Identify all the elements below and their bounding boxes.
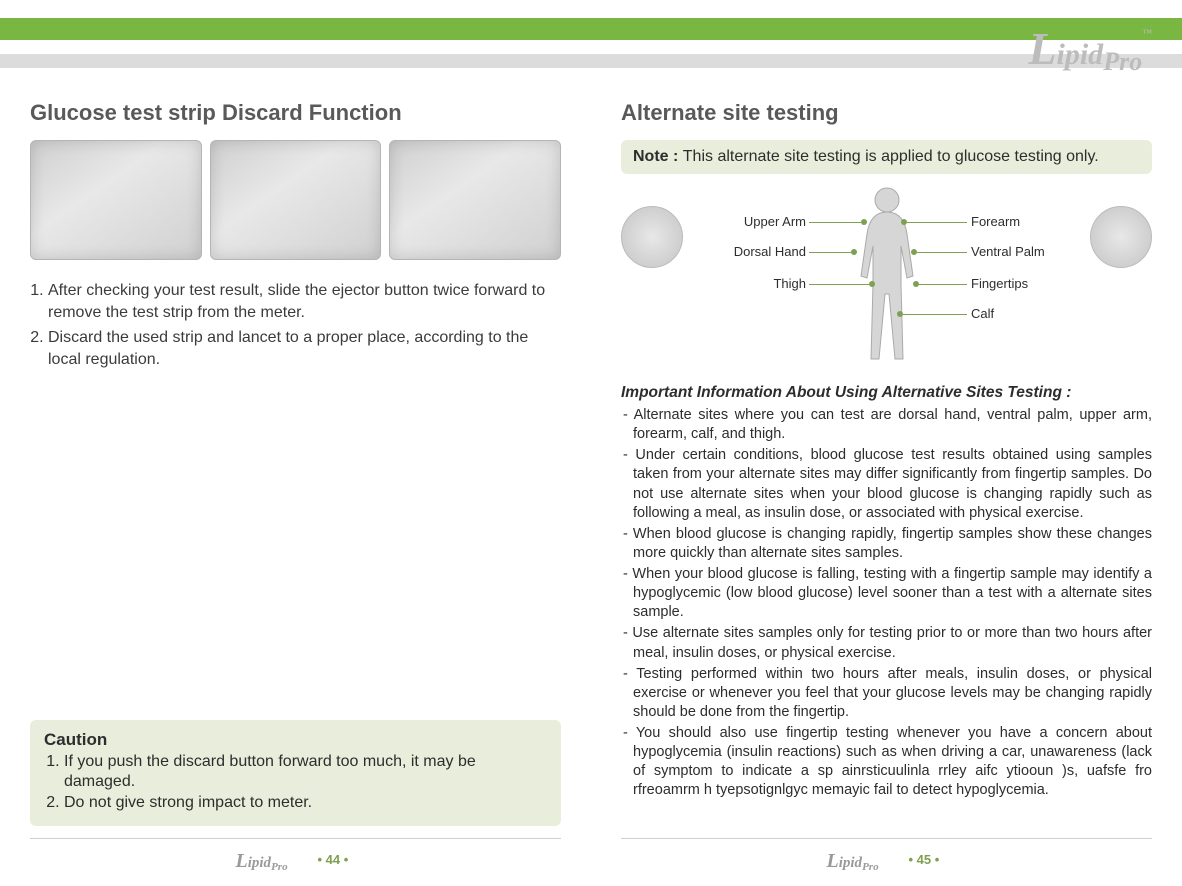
- body-diagram: Upper Arm Dorsal Hand Thigh Forearm Vent…: [621, 184, 1152, 374]
- caution-item: Do not give strong impact to meter.: [64, 793, 547, 814]
- page-number-left: • 44 •: [318, 852, 349, 867]
- logo-tm: ™: [1142, 28, 1152, 39]
- info-item: - Alternate sites where you can test are…: [621, 406, 1152, 444]
- line-calf: [903, 314, 967, 315]
- label-dorsal-hand: Dorsal Hand: [716, 244, 806, 259]
- brand-logo-top: LipidPro™: [1028, 22, 1152, 75]
- photo-step-3: [389, 140, 561, 260]
- dot-ventral-palm: [911, 249, 917, 255]
- label-forearm: Forearm: [971, 214, 1020, 229]
- label-upper-arm: Upper Arm: [726, 214, 806, 229]
- hand-left-icon: [621, 206, 683, 268]
- logo-pro: Pro: [1103, 47, 1142, 76]
- note-box: Note : This alternate site testing is ap…: [621, 140, 1152, 174]
- line-upper-arm: [809, 222, 861, 223]
- dot-forearm: [901, 219, 907, 225]
- page-right: Alternate site testing Note : This alter…: [591, 80, 1182, 886]
- instruction-list: After checking your test result, slide t…: [30, 280, 561, 370]
- logo-l: L: [1028, 23, 1056, 74]
- note-text: This alternate site testing is applied t…: [683, 148, 1099, 165]
- info-item: - Testing performed within two hours aft…: [621, 665, 1152, 722]
- page-number-right: • 45 •: [909, 852, 940, 867]
- info-item: - When your blood glucose is falling, te…: [621, 565, 1152, 622]
- label-thigh: Thigh: [756, 276, 806, 291]
- caution-box: Caution If you push the discard button f…: [30, 720, 561, 826]
- top-green-bar: [0, 18, 1182, 40]
- human-body-icon: [827, 184, 947, 369]
- footer-rule: [621, 838, 1152, 839]
- info-item: - You should also use fingertip testing …: [621, 724, 1152, 801]
- instruction-item: Discard the used strip and lancet to a p…: [48, 327, 561, 370]
- photo-row: [30, 140, 561, 260]
- footer-rule: [30, 838, 561, 839]
- logo-ipid: ipid: [1057, 38, 1104, 71]
- info-item: - Use alternate sites samples only for t…: [621, 624, 1152, 662]
- line-forearm: [907, 222, 967, 223]
- label-fingertips: Fingertips: [971, 276, 1028, 291]
- line-ventral-palm: [917, 252, 967, 253]
- info-heading: Important Information About Using Altern…: [621, 384, 1152, 402]
- page-spread: Glucose test strip Discard Function Afte…: [0, 80, 1182, 886]
- left-title: Glucose test strip Discard Function: [30, 100, 561, 126]
- info-item: - When blood glucose is changing rapidly…: [621, 525, 1152, 563]
- footer-right: LipidPro • 45 •: [591, 838, 1182, 878]
- line-fingertips: [919, 284, 967, 285]
- info-list: - Alternate sites where you can test are…: [621, 406, 1152, 801]
- instruction-item: After checking your test result, slide t…: [48, 280, 561, 323]
- right-title: Alternate site testing: [621, 100, 1152, 126]
- hand-right-icon: [1090, 206, 1152, 268]
- dot-thigh: [869, 281, 875, 287]
- footer-logo: LipidPro: [236, 850, 288, 873]
- note-label: Note :: [633, 148, 683, 165]
- top-grey-bar: [0, 54, 1182, 68]
- footer-logo: LipidPro: [827, 850, 879, 873]
- label-ventral-palm: Ventral Palm: [971, 244, 1045, 259]
- caution-title: Caution: [44, 730, 547, 750]
- line-dorsal-hand: [809, 252, 851, 253]
- caution-item: If you push the discard button forward t…: [64, 752, 547, 794]
- photo-step-2: [210, 140, 382, 260]
- dot-fingertips: [913, 281, 919, 287]
- label-calf: Calf: [971, 306, 994, 321]
- photo-step-1: [30, 140, 202, 260]
- line-thigh: [809, 284, 869, 285]
- caution-list: If you push the discard button forward t…: [44, 752, 547, 814]
- page-left: Glucose test strip Discard Function Afte…: [0, 80, 591, 886]
- dot-calf: [897, 311, 903, 317]
- dot-upper-arm: [861, 219, 867, 225]
- dot-dorsal-hand: [851, 249, 857, 255]
- info-item: - Under certain conditions, blood glucos…: [621, 446, 1152, 523]
- footer-left: LipidPro • 44 •: [0, 838, 591, 878]
